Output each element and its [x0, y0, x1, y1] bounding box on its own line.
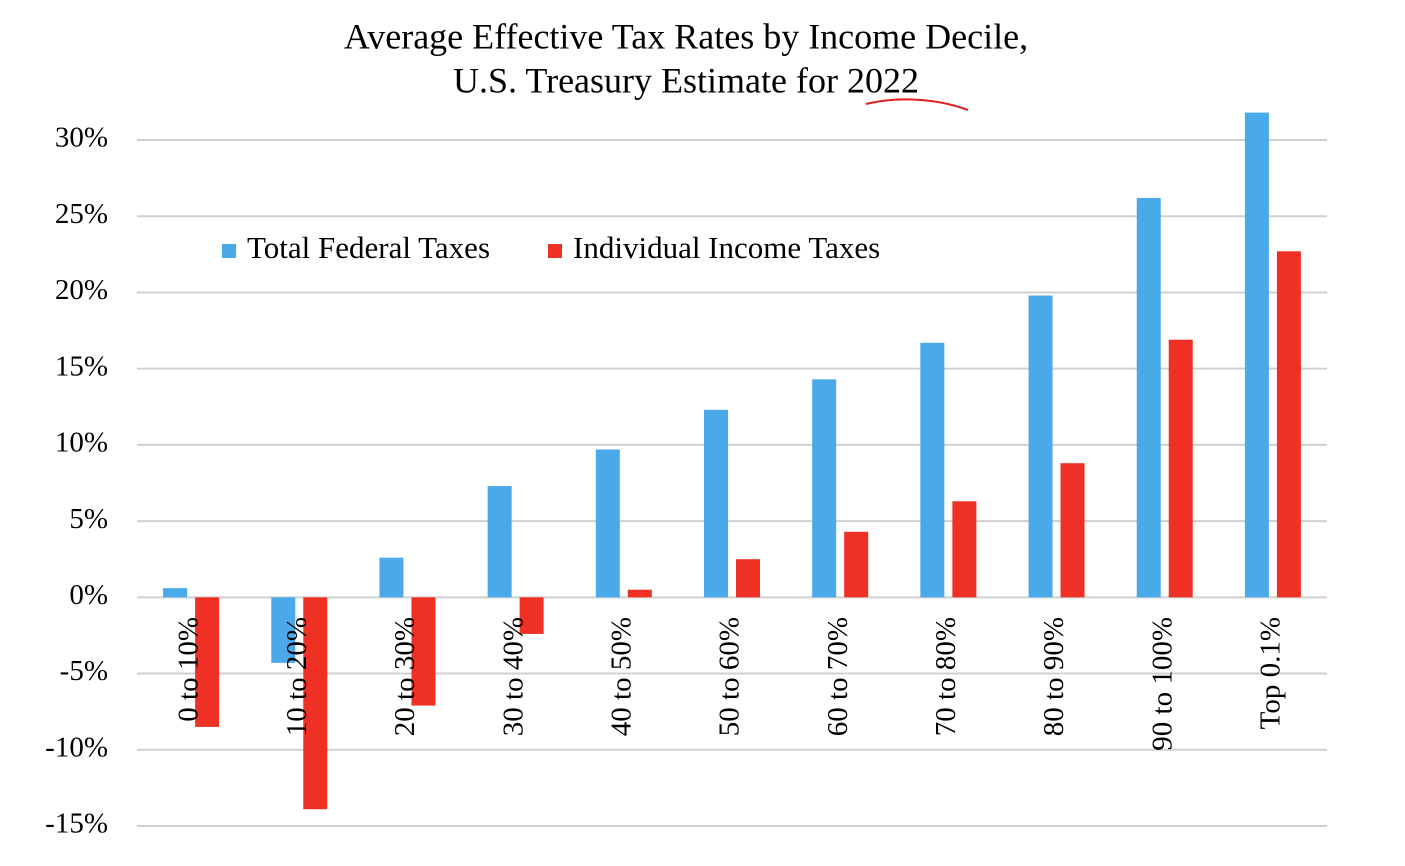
y-tick-label: 15% — [55, 350, 108, 382]
bar — [195, 597, 220, 727]
bar — [271, 597, 296, 663]
annotation-underline — [865, 98, 969, 111]
legend-swatch — [548, 244, 563, 258]
bar — [844, 531, 869, 598]
chart-title: U.S. Treasury Estimate for 2022 — [453, 60, 919, 100]
x-tick-label: 70 to 80% — [930, 617, 962, 736]
bar — [736, 559, 760, 598]
x-tick-label: 90 to 100% — [1146, 617, 1178, 751]
y-tick-label: 5% — [69, 503, 108, 535]
legend-label: Individual Income Taxes — [573, 230, 880, 265]
bar — [487, 486, 512, 598]
bar — [1168, 339, 1193, 598]
y-tick-label: -10% — [45, 731, 108, 763]
x-tick-label: Top 0.1% — [1255, 617, 1287, 729]
x-tick-label: 0 to 10% — [173, 617, 205, 722]
y-tick-label: -15% — [45, 808, 108, 840]
y-tick-label: 30% — [55, 122, 108, 154]
bar — [595, 449, 620, 598]
bar — [519, 597, 544, 634]
bar — [379, 557, 404, 598]
bar — [1060, 463, 1085, 598]
y-tick-label: -5% — [60, 655, 108, 687]
bar — [1136, 197, 1161, 598]
chart-title: Average Effective Tax Rates by Income De… — [344, 16, 1028, 56]
bar — [303, 597, 328, 810]
y-tick-label: 20% — [55, 274, 108, 306]
bar — [627, 589, 652, 598]
bar — [812, 379, 837, 598]
x-tick-label: 80 to 90% — [1038, 617, 1070, 736]
legend-swatch — [222, 244, 236, 258]
x-tick-label: 20 to 30% — [389, 617, 421, 736]
x-tick-label: 60 to 70% — [822, 617, 854, 736]
bar — [704, 409, 728, 598]
y-tick-label: 10% — [55, 427, 108, 459]
y-tick-label: 0% — [69, 579, 108, 611]
legend-label: Total Federal Taxes — [247, 230, 490, 265]
y-tick-label: 25% — [55, 198, 108, 230]
bar — [1276, 251, 1301, 598]
x-tick-label: 50 to 60% — [714, 617, 746, 736]
x-tick-label: 30 to 40% — [497, 617, 529, 736]
bar — [920, 342, 945, 598]
x-tick-label: 40 to 50% — [605, 617, 637, 736]
x-tick-label: 10 to 20% — [281, 617, 313, 736]
bar — [1028, 295, 1053, 598]
bar — [163, 588, 188, 598]
bar — [952, 501, 977, 598]
bar — [1244, 112, 1269, 598]
bar — [411, 597, 436, 706]
